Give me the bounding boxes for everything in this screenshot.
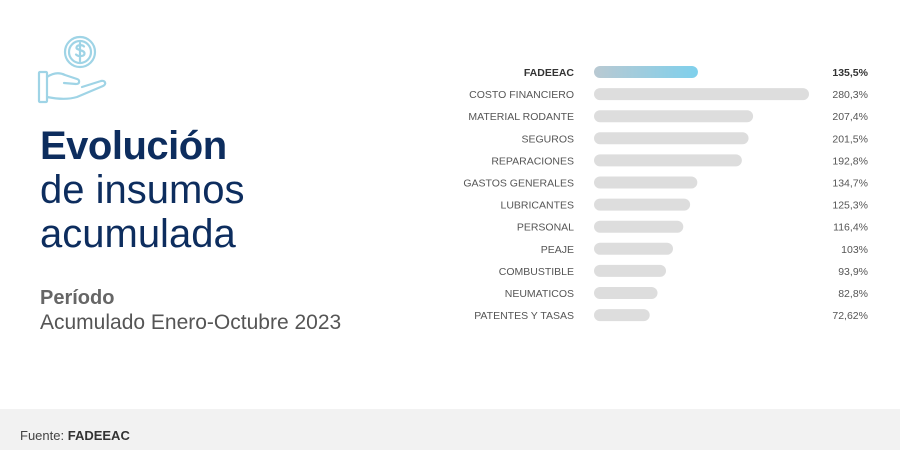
page-title: Evolución de insumos acumulada [40,124,245,256]
value-label-patentes-y-tasas: 72,62% [832,310,868,322]
bar-reparaciones [594,154,742,167]
value-label-peaje: 103% [841,244,868,256]
value-label-material-rodante: 207,4% [832,111,868,123]
category-label-patentes-y-tasas: PATENTES Y TASAS [474,310,574,322]
bar-patentes-y-tasas [594,309,650,322]
bar-neumaticos [594,287,658,299]
category-label-material-rodante: MATERIAL RODANTE [468,111,574,123]
category-label-personal: PERSONAL [517,222,574,234]
value-label-personal: 116,4% [833,222,868,234]
value-label-combustible: 93,9% [838,266,868,278]
value-label-fadeeac: 135,5% [832,67,868,79]
source-value: FADEEAC [67,428,130,443]
bar-costo-financiero [594,88,809,101]
source-note: Fuente: FADEEAC [20,428,130,443]
bar-gastos-generales [594,176,698,189]
category-label-seguros: SEGUROS [521,133,574,145]
category-label-reparaciones: REPARACIONES [491,155,574,167]
value-label-costo-financiero: 280,3% [832,89,868,101]
category-label-peaje: PEAJE [541,244,574,256]
bar-combustible [594,264,667,277]
bar-seguros [594,132,749,145]
bar-chart: FADEEAC 135,5% COSTO FINANCIERO 280,3% MATER… [463,66,869,322]
bar-fadeeac [594,66,698,78]
value-label-gastos-generales: 134,7% [832,178,868,190]
period-label: Período [40,287,115,309]
title-line-1: Evolución [40,124,227,168]
footer: Fuente: FADEEAC [0,409,900,450]
source-label: Fuente: [20,428,65,443]
value-label-neumaticos: 82,8% [838,288,868,300]
bar-personal [594,220,684,233]
value-label-seguros: 201,5% [832,133,868,145]
value-label-lubricantes: 125,3% [832,200,868,212]
title-line-2: de insumos [40,168,245,212]
category-label-gastos-generales: GASTOS GENERALES [463,178,574,190]
period-value: Acumulado Enero-Octubre 2023 [40,311,342,334]
category-label-fadeeac: FADEEAC [524,67,575,79]
bar-peaje [594,242,674,255]
hand-with-dollar-coin-icon [37,35,107,104]
category-label-lubricantes: LUBRICANTES [500,200,574,212]
category-label-neumaticos: NEUMATICOS [505,288,574,300]
category-label-combustible: COMBUSTIBLE [499,266,574,278]
category-label-costo-financiero: COSTO FINANCIERO [469,89,574,101]
bar-lubricantes [594,198,691,211]
value-label-reparaciones: 192,8% [832,155,868,167]
bar-material-rodante [594,110,754,123]
title-line-3: acumulada [40,212,236,256]
